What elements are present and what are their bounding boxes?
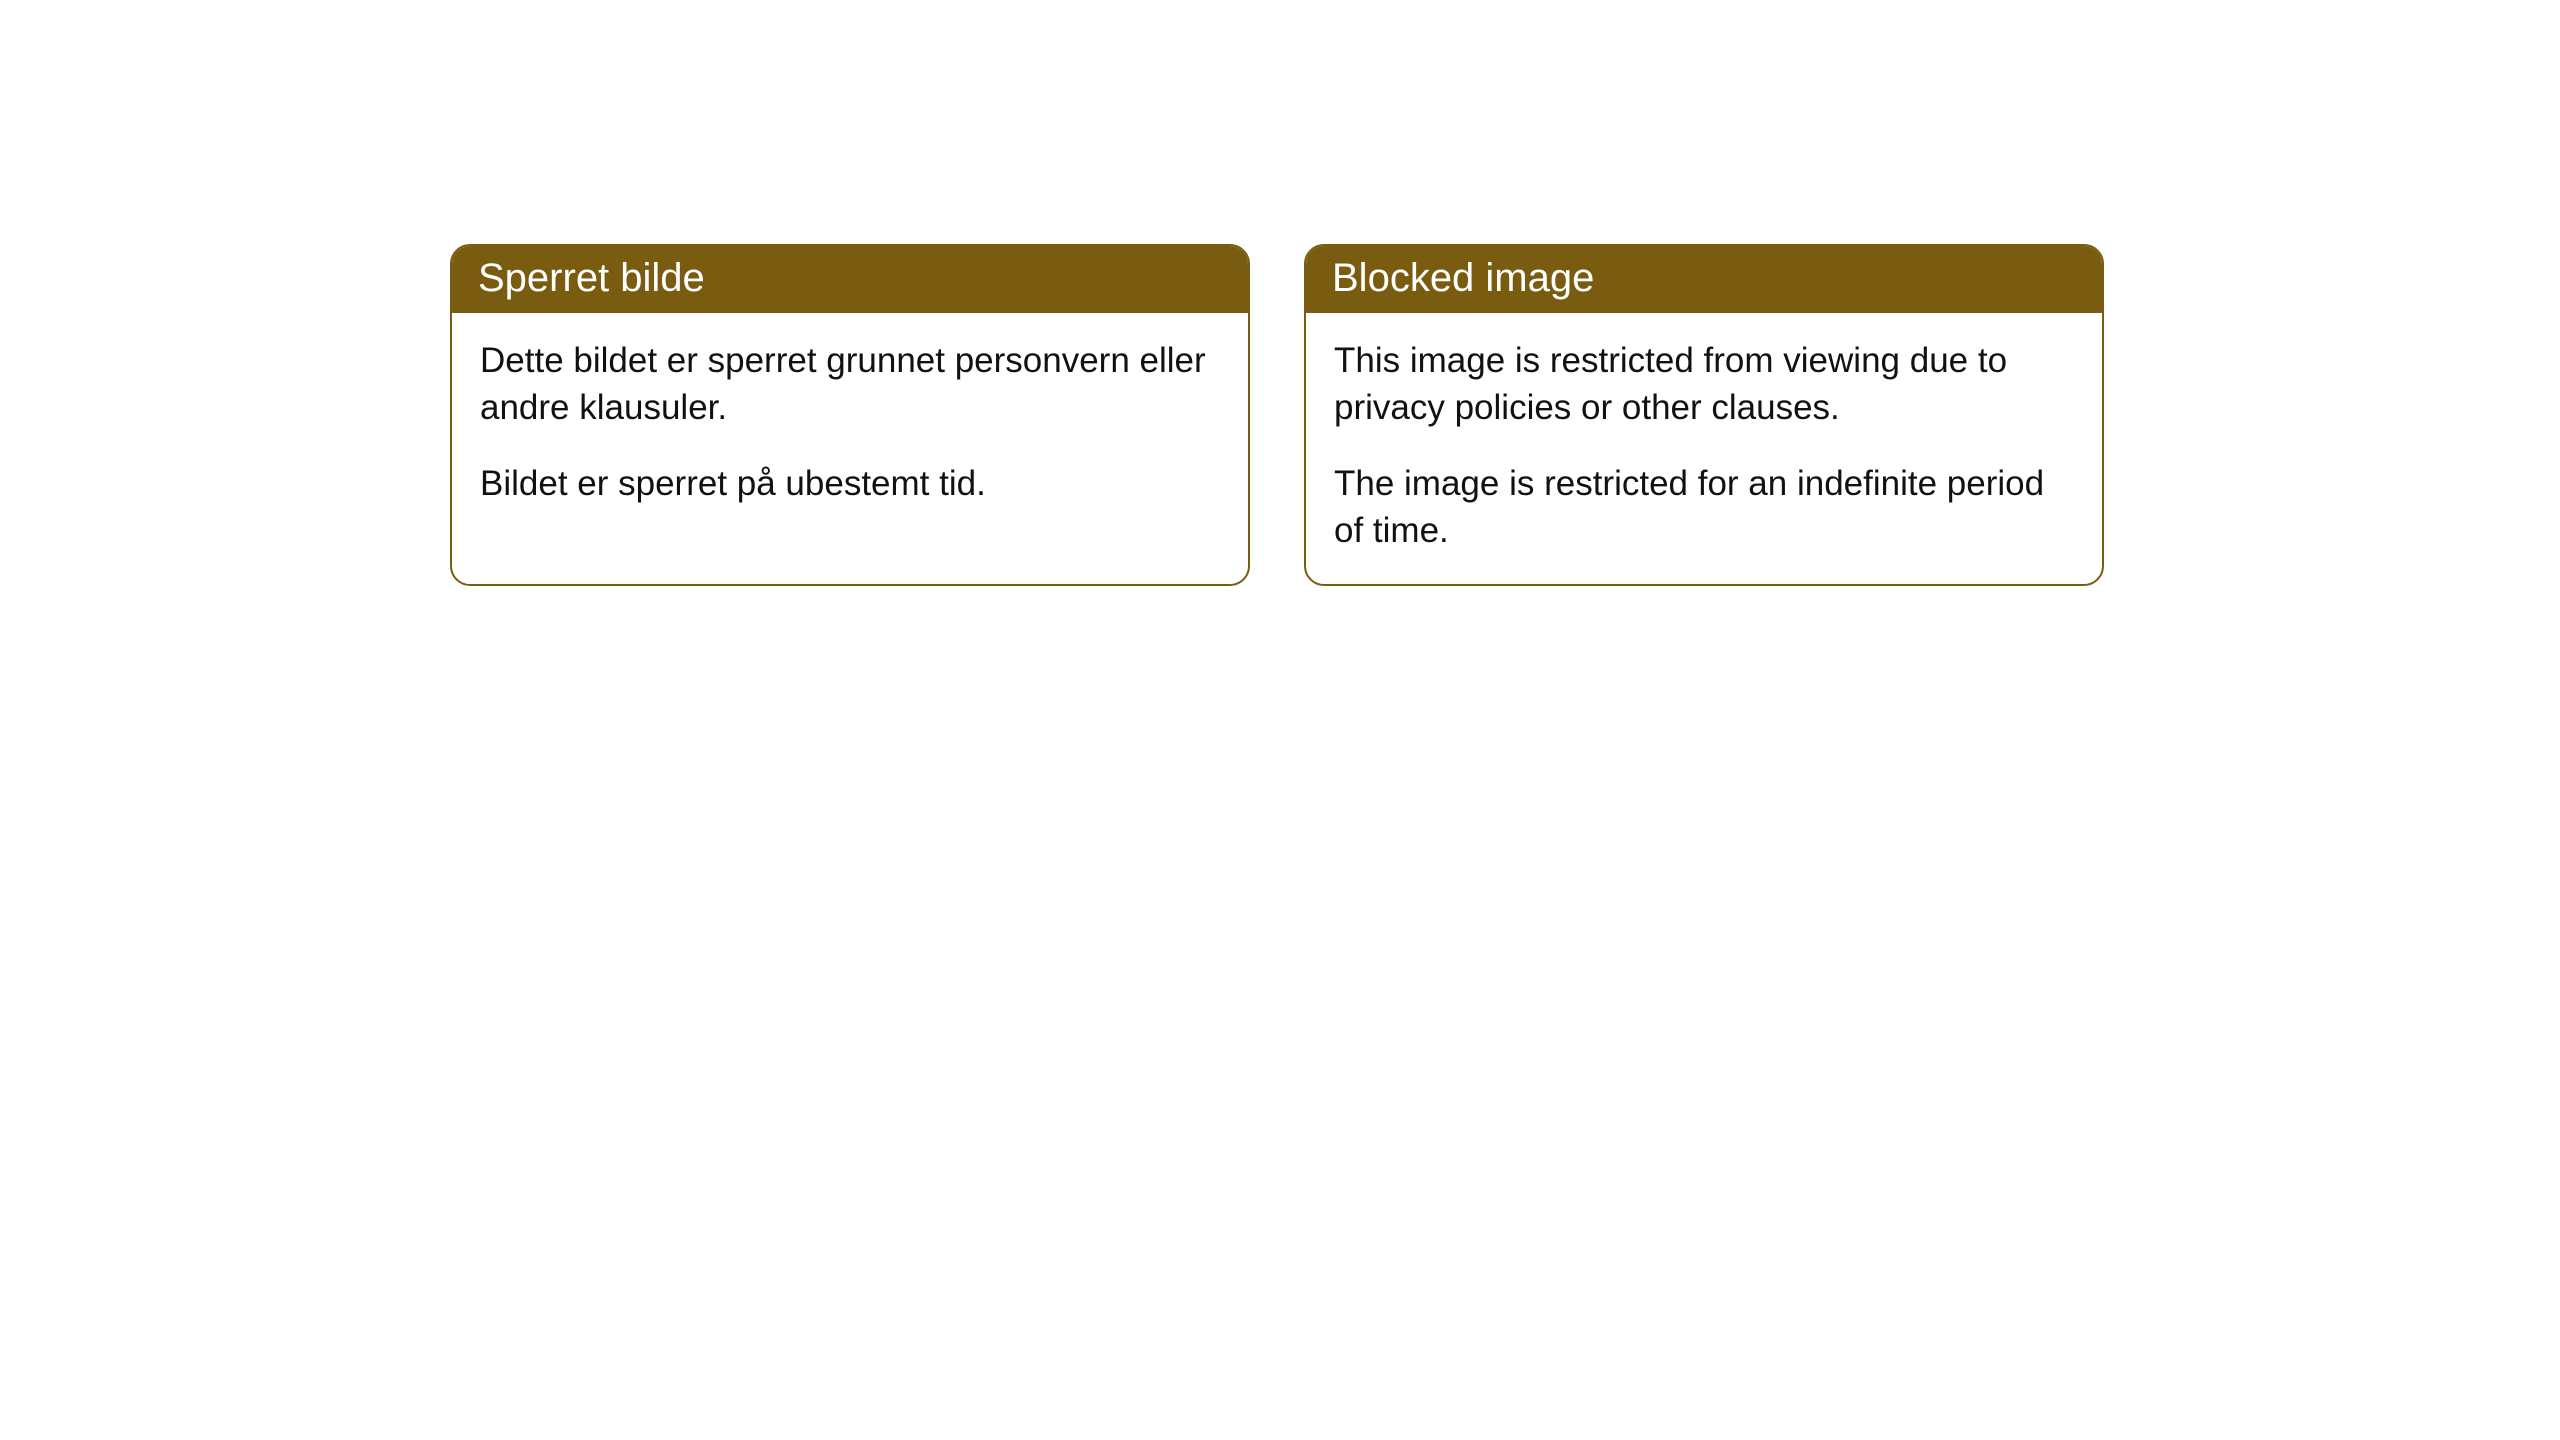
notice-cards-container: Sperret bilde Dette bildet er sperret gr…	[450, 244, 2104, 586]
card-paragraph: The image is restricted for an indefinit…	[1334, 460, 2074, 555]
card-title-en: Blocked image	[1306, 246, 2102, 313]
card-title-no: Sperret bilde	[452, 246, 1248, 313]
card-paragraph: Bildet er sperret på ubestemt tid.	[480, 460, 1220, 507]
card-body-en: This image is restricted from viewing du…	[1306, 313, 2102, 584]
notice-card-en: Blocked image This image is restricted f…	[1304, 244, 2104, 586]
card-paragraph: This image is restricted from viewing du…	[1334, 337, 2074, 432]
notice-card-no: Sperret bilde Dette bildet er sperret gr…	[450, 244, 1250, 586]
card-paragraph: Dette bildet er sperret grunnet personve…	[480, 337, 1220, 432]
card-body-no: Dette bildet er sperret grunnet personve…	[452, 313, 1248, 537]
